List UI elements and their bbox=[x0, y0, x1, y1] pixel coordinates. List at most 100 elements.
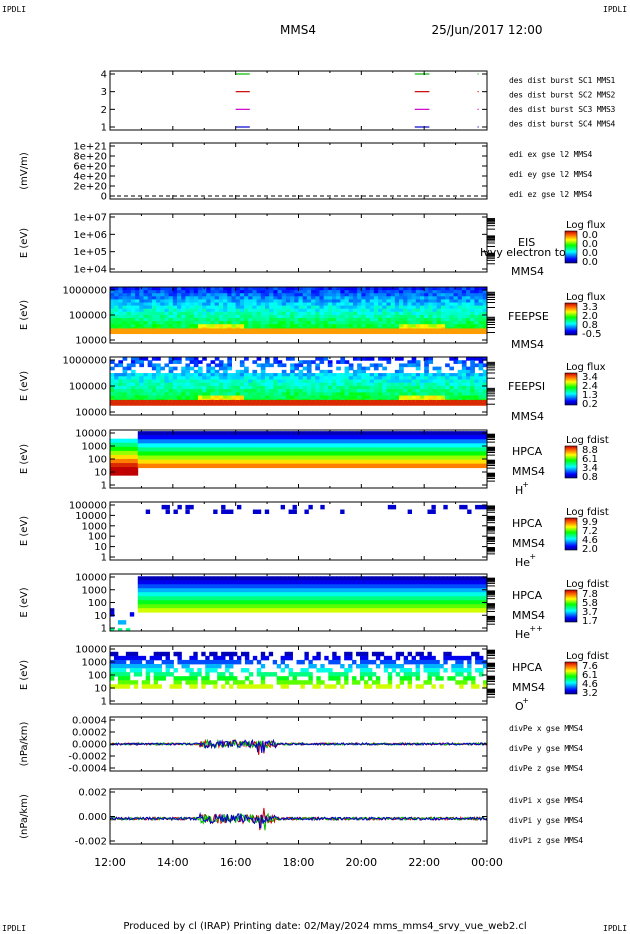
spectrogram-cell bbox=[268, 600, 274, 605]
spectrogram-cell bbox=[256, 659, 262, 665]
spectrogram-cell bbox=[285, 293, 291, 297]
spectrogram-cell bbox=[218, 324, 224, 328]
spectrogram-cell bbox=[475, 455, 480, 460]
spectrogram-cell bbox=[161, 455, 166, 460]
spectrogram-cell bbox=[348, 447, 353, 452]
spectrogram-cell bbox=[206, 395, 212, 400]
spectrogram-cell bbox=[206, 392, 212, 397]
spectrogram-cell bbox=[367, 588, 373, 593]
spectrogram-cell bbox=[133, 668, 139, 673]
spectrogram-cell bbox=[213, 668, 218, 673]
spectrogram-cell bbox=[164, 321, 170, 325]
spectrogram-cell bbox=[457, 395, 463, 400]
spectrogram-cell bbox=[383, 459, 389, 465]
spectrogram-cell bbox=[177, 321, 182, 325]
spectrogram-cell bbox=[361, 369, 367, 374]
spectrogram-cell bbox=[348, 385, 354, 390]
spectrogram-cell bbox=[387, 604, 393, 609]
spectrogram-cell bbox=[244, 455, 250, 460]
spectrogram-cell bbox=[244, 459, 250, 465]
spectrogram-cell bbox=[281, 299, 287, 304]
spectrogram-cell bbox=[403, 455, 409, 460]
spectrogram-cell bbox=[185, 363, 191, 368]
spectrogram-cell bbox=[168, 366, 174, 371]
spectrogram-cell bbox=[379, 455, 385, 460]
spectrogram-cell bbox=[308, 584, 313, 589]
spectrogram-cell bbox=[260, 576, 266, 581]
spectrogram-cell bbox=[141, 655, 147, 661]
spectrogram-cell bbox=[391, 576, 397, 581]
spectrogram-cell bbox=[197, 395, 203, 400]
spectrogram-cell bbox=[340, 584, 345, 589]
spectrogram-cell bbox=[348, 314, 354, 319]
spectrogram-cell bbox=[248, 305, 253, 310]
spectrogram-cell bbox=[260, 596, 266, 601]
spectrogram-cell bbox=[221, 608, 226, 613]
spectrogram-cell bbox=[139, 290, 145, 294]
spectrogram-cell bbox=[118, 379, 124, 384]
spectrogram-cell bbox=[323, 376, 329, 380]
spectrogram-cell bbox=[439, 604, 444, 609]
spectrogram-cell bbox=[391, 431, 397, 436]
spectrogram-cell bbox=[294, 290, 299, 294]
spectrogram-cell bbox=[336, 395, 341, 400]
spectrogram-cell bbox=[316, 431, 321, 436]
spectrogram-cell bbox=[296, 451, 301, 456]
spectrogram-cell bbox=[181, 321, 186, 325]
spectrogram-cell bbox=[202, 318, 207, 322]
spectrogram-cell bbox=[440, 389, 446, 393]
spectrogram-cell bbox=[165, 668, 170, 673]
spectrogram-cell bbox=[129, 459, 135, 464]
spectrogram-cell bbox=[360, 600, 365, 605]
spectrogram-cell bbox=[455, 596, 460, 601]
spectrogram-cell bbox=[474, 314, 480, 319]
spectrogram-cell bbox=[157, 451, 162, 456]
spectrogram-cell bbox=[411, 376, 417, 380]
spectrogram-cell bbox=[156, 379, 161, 384]
spectrogram-cell bbox=[248, 314, 253, 319]
spectrogram-cell bbox=[311, 385, 316, 390]
spectrogram-cell bbox=[467, 596, 472, 601]
spectrogram-cell bbox=[360, 584, 365, 589]
spectrogram-cell bbox=[264, 584, 270, 589]
spectrogram-cell bbox=[332, 447, 337, 452]
spectrogram-cell bbox=[357, 321, 362, 325]
spectrogram-cell bbox=[479, 463, 484, 469]
spectrogram-cell bbox=[340, 395, 346, 400]
spectrogram-cell bbox=[298, 305, 304, 310]
spectrogram-cell bbox=[185, 395, 191, 400]
spectrogram-cell bbox=[455, 459, 460, 465]
spectrogram-cell bbox=[165, 443, 170, 448]
spectrogram-cell bbox=[121, 672, 127, 677]
spectrogram-cell bbox=[363, 580, 369, 585]
spectrogram-cell bbox=[252, 379, 258, 384]
spectrogram-cell bbox=[145, 672, 151, 677]
spectrogram-cell bbox=[189, 451, 194, 456]
y-tick-label: 1e+05 bbox=[73, 247, 107, 258]
spectrogram-cell bbox=[227, 314, 232, 319]
spectrogram-cell bbox=[227, 305, 232, 310]
spectrogram-cell bbox=[210, 287, 216, 291]
spectrogram-cell bbox=[281, 293, 287, 297]
spectrogram-band-cell bbox=[110, 399, 115, 406]
legend-entry: des dist burst SC2 MMS2 bbox=[509, 91, 616, 100]
spectrogram-cell bbox=[269, 299, 274, 304]
spectrogram-cell bbox=[248, 308, 253, 313]
spectrogram-cell bbox=[478, 395, 484, 400]
spectrogram-cell bbox=[248, 431, 254, 436]
spectrogram-cell bbox=[197, 293, 203, 297]
spectrogram-cell bbox=[260, 318, 266, 322]
spectrogram-cell bbox=[449, 308, 454, 313]
spectrogram-cell bbox=[260, 369, 266, 374]
spectrogram-cell bbox=[145, 463, 151, 469]
spectrogram-cell bbox=[312, 592, 317, 597]
colorbar-title: Log fdist bbox=[566, 507, 609, 518]
spectrogram-cell bbox=[373, 395, 379, 400]
spectrogram-cell bbox=[447, 455, 452, 460]
spectrogram-cell bbox=[419, 395, 425, 400]
spectrogram-cell bbox=[118, 376, 124, 380]
spectrogram-cell bbox=[461, 308, 467, 313]
spectrogram-cell bbox=[311, 376, 316, 380]
spectrogram-cell bbox=[411, 608, 416, 613]
spectrogram-cell bbox=[165, 455, 170, 460]
